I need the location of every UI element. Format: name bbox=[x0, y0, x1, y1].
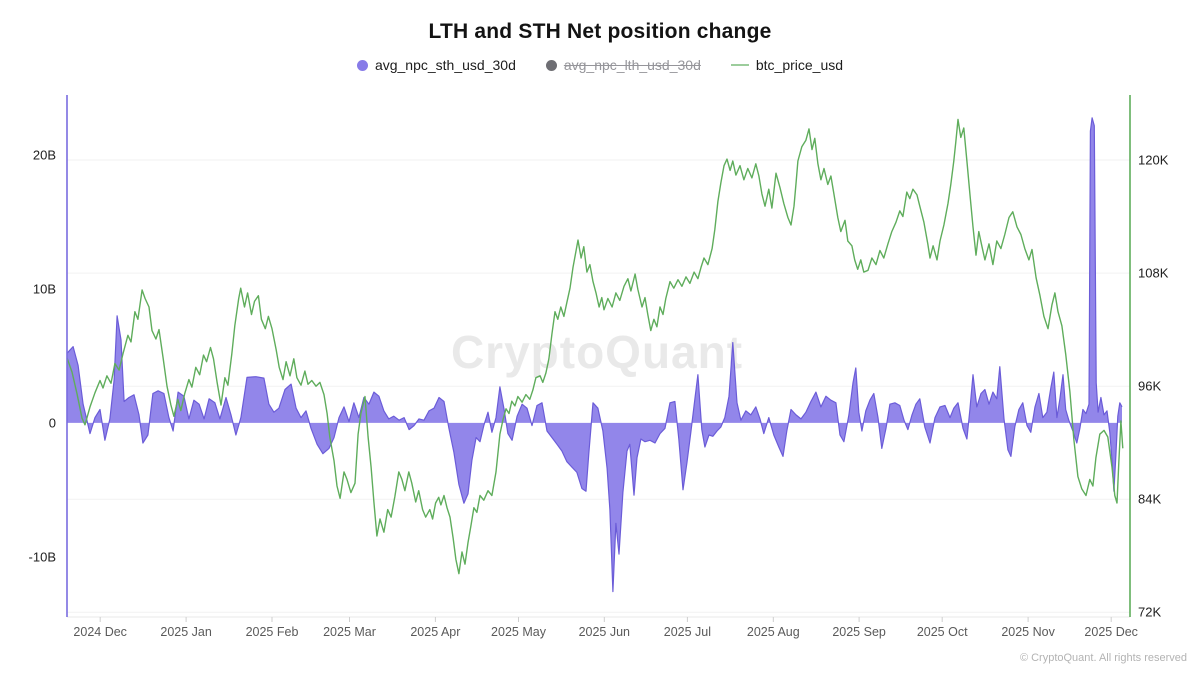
legend-item-btc[interactable]: btc_price_usd bbox=[730, 57, 844, 73]
y-right-tick-label: 108K bbox=[1138, 265, 1169, 281]
y-right-tick-label: 72K bbox=[1138, 604, 1162, 620]
legend-item-sth[interactable]: avg_npc_sth_usd_30d bbox=[356, 57, 516, 73]
legend-dot-sth-icon bbox=[356, 59, 368, 71]
x-tick-label: 2025 Jun bbox=[578, 625, 631, 639]
legend-label-btc: btc_price_usd bbox=[755, 57, 844, 73]
x-tick-label: 2025 Feb bbox=[245, 625, 299, 639]
legend-line-btc-icon bbox=[730, 63, 749, 67]
x-tick-label: 2025 Jul bbox=[663, 625, 712, 639]
x-tick-label: 2025 Jan bbox=[160, 625, 212, 639]
x-tick-label: 2025 Oct bbox=[916, 625, 968, 639]
x-tick-label: 2025 Nov bbox=[1001, 625, 1055, 639]
legend-label-sth: avg_npc_sth_usd_30d bbox=[374, 57, 516, 73]
x-tick-label: 2025 Apr bbox=[410, 625, 461, 639]
y-right-tick-label: 96K bbox=[1138, 378, 1162, 394]
x-tick-label: 2025 Sep bbox=[832, 625, 886, 639]
series-line-btc_price_usd bbox=[66, 118, 1124, 575]
legend-label-lth: avg_npc_lth_usd_30d bbox=[563, 57, 701, 73]
x-tick-label: 2025 Dec bbox=[1084, 625, 1138, 639]
x-tick-label: 2025 Aug bbox=[746, 625, 800, 639]
y-left-tick-label: 20B bbox=[32, 147, 56, 163]
chart-title: LTH and STH Net position change bbox=[428, 20, 772, 43]
legend-dot-lth-icon bbox=[545, 59, 557, 71]
legend-item-lth[interactable]: avg_npc_lth_usd_30d bbox=[545, 57, 701, 73]
series-area-avg_npc_sth_usd_30d bbox=[67, 117, 1122, 592]
y-right-tick-label: 84K bbox=[1138, 491, 1162, 507]
x-tick-label: 2024 Dec bbox=[73, 625, 127, 639]
series-line-avg_npc_sth_usd_30d bbox=[66, 117, 1123, 593]
y-left-tick-label: 10B bbox=[32, 281, 56, 297]
x-tick-label: 2025 Mar bbox=[323, 625, 376, 639]
y-right-tick-label: 120K bbox=[1138, 152, 1169, 168]
chart-legend: avg_npc_sth_usd_30d avg_npc_lth_usd_30d … bbox=[0, 57, 1200, 73]
y-left-tick-label: -10B bbox=[28, 549, 56, 565]
x-tick-label: 2025 May bbox=[491, 625, 546, 639]
copyright-footer: © CryptoQuant. All rights reserved bbox=[1019, 652, 1187, 664]
y-left-tick-label: 0 bbox=[48, 415, 56, 431]
